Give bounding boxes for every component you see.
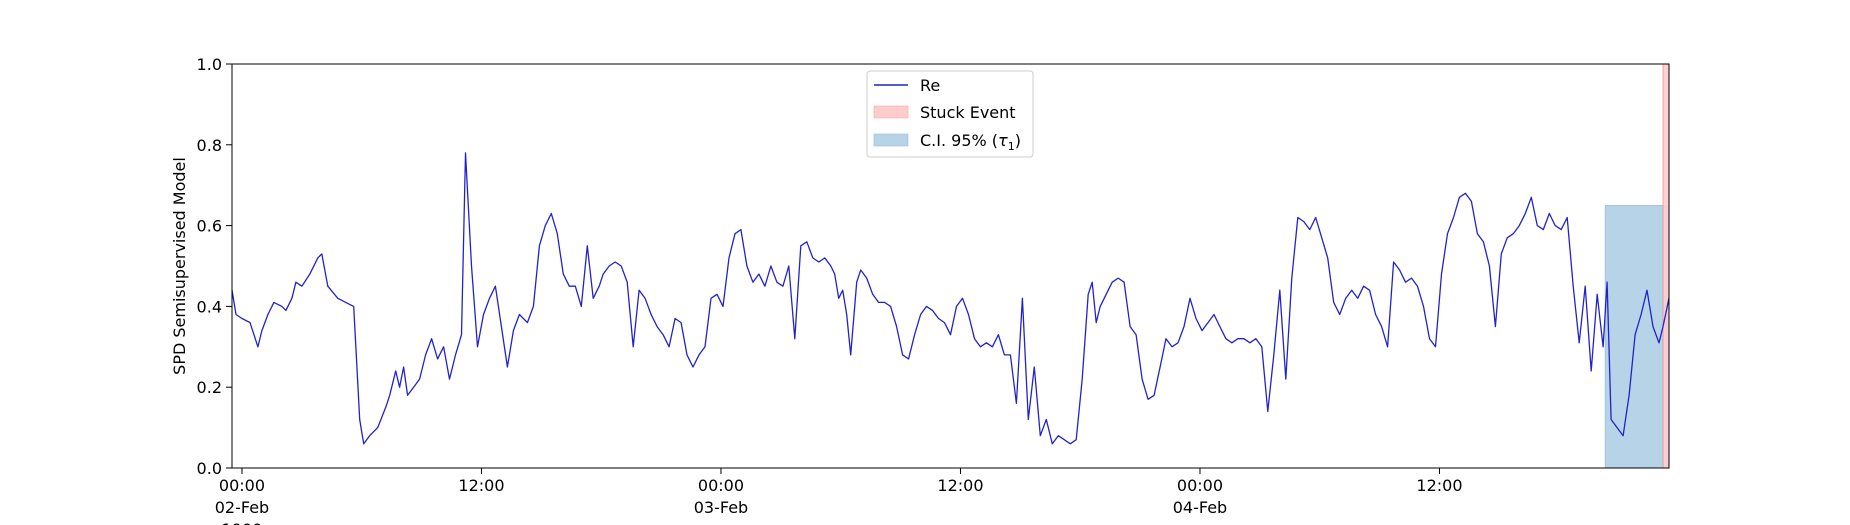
legend-label-ci-text: C.I. 95% ( [920,131,998,150]
x-tick-label: 00:00 [219,476,265,495]
x-tick-label: 00:00 [1177,476,1223,495]
y-tick-label: 0.2 [197,378,222,397]
legend-swatch-stuck-event [873,105,909,119]
x-tick-label: 03-Feb [694,498,748,517]
x-tick-label: 00:00 [698,476,744,495]
ci-95-region [1604,205,1670,469]
legend-label-ci-sub: 1 [1008,140,1015,153]
plot-frame [231,63,1670,469]
legend-label-ci-tau: τ [998,131,1008,150]
legend-label-stuck-event: Stuck Event [920,103,1016,122]
x-tick-label: 02-Feb [215,498,269,517]
legend-label-ci-close: ) [1015,131,1021,150]
y-axis: 0.0 0.2 0.4 0.6 0.8 1.0 [197,55,232,478]
x-tick-label: 12:00 [1416,476,1462,495]
x-tick-label: 12:00 [937,476,983,495]
legend-frame [866,70,1034,158]
series-line-re [231,152,1670,445]
legend-swatch-ci [873,133,909,147]
series-group [231,152,1670,445]
legend: Re Stuck Event C.I. 95% (τ1) [866,70,1034,158]
y-tick-label: 0.6 [197,217,222,236]
legend-label-re: Re [920,76,940,95]
y-axis-label: SPD Semisupervised Model [170,157,189,375]
y-tick-label: 0.0 [197,459,222,478]
y-tick-label: 1.0 [197,55,222,74]
highlight-regions [1604,63,1670,469]
x-tick-label: 12:00 [458,476,504,495]
stuck-event-region [1662,63,1670,469]
x-tick-label: 04-Feb [1173,498,1227,517]
y-tick-label: 0.8 [197,136,222,155]
x-axis: 00:00 02-Feb 1900 12:00 00:00 03-Feb 12:00 00:0… [215,468,1463,525]
x-tick-label: 1900 [222,520,263,525]
y-tick-label: 0.4 [197,297,222,316]
legend-label-ci: C.I. 95% (τ1) [920,131,1021,153]
